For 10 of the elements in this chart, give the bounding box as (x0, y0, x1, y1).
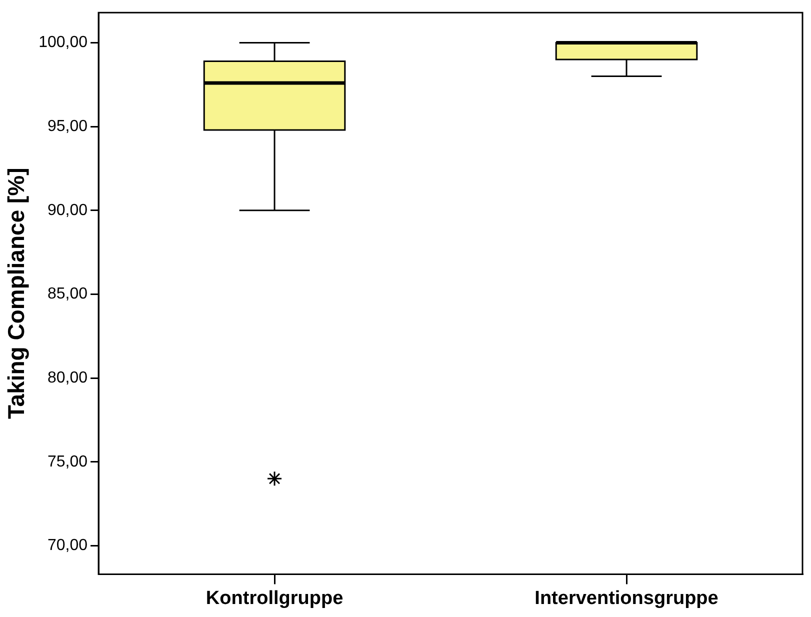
y-tick-label: 80,00 (47, 369, 88, 386)
y-tick-label: 90,00 (47, 202, 88, 219)
x-tick-label: Interventionsgruppe (534, 588, 718, 609)
y-tick-label: 95,00 (47, 118, 88, 136)
y-tick-label: 70,00 (47, 537, 88, 554)
y-axis-title: Taking Compliance [%] (3, 168, 30, 420)
x-tick-label: Kontrollgruppe (206, 588, 344, 609)
y-tick-label: 100,00 (38, 34, 88, 52)
y-tick-label: 75,00 (47, 453, 88, 470)
y-tick-label: 85,00 (47, 286, 88, 303)
